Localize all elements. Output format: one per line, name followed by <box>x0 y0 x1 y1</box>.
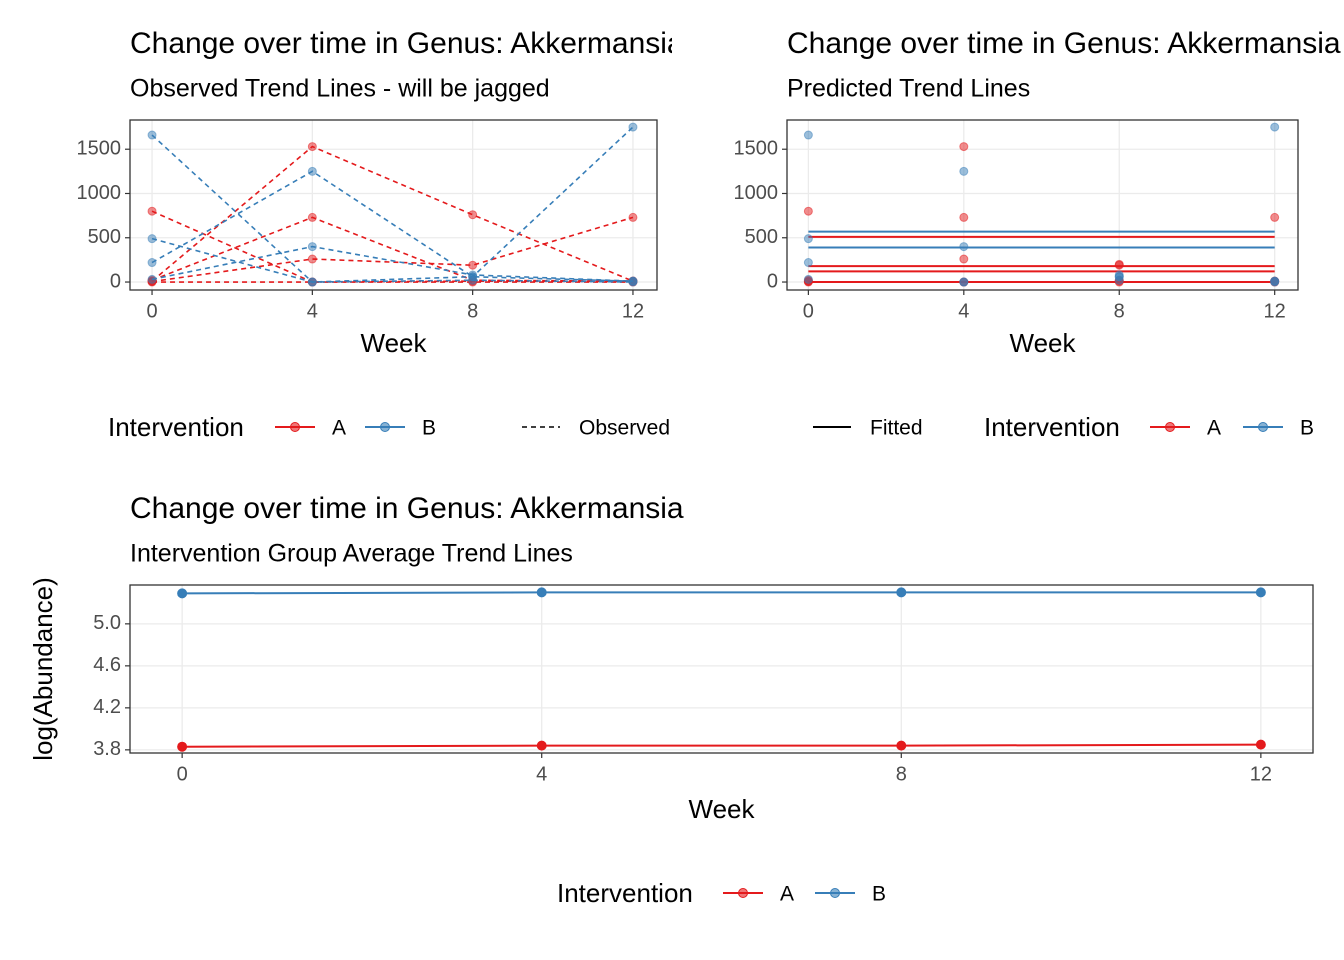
x-tick-label: 4 <box>307 300 318 322</box>
data-point <box>1270 212 1280 222</box>
trend-line <box>151 245 633 282</box>
panel: Change over time in Genus: Akkermansia Ob… <box>77 27 684 442</box>
data-point <box>1270 277 1280 287</box>
data-point <box>959 212 969 222</box>
legend-key <box>1165 422 1175 432</box>
legend-label: B <box>1300 417 1314 440</box>
y-tick-label: 3.8 <box>93 738 121 760</box>
data-point <box>803 274 813 284</box>
x-tick-label: 12 <box>1264 300 1286 322</box>
legend-key <box>290 422 300 432</box>
data-point <box>803 130 813 140</box>
chart-subtitle: Observed Trend Lines - will be jagged <box>130 75 550 103</box>
x-tick-label: 8 <box>896 763 907 785</box>
legend-title: Intervention <box>108 412 244 442</box>
trend-line <box>151 126 634 283</box>
chart-title: Change over time in Genus: Akkermansia <box>787 27 1341 60</box>
data-point <box>803 206 813 216</box>
x-tick-label: 4 <box>958 300 969 322</box>
chart-subtitle: Intervention Group Average Trend Lines <box>130 540 573 568</box>
legend-title: Intervention <box>557 878 693 908</box>
y-tick-label: 0 <box>110 270 121 292</box>
y-tick-label: 4.6 <box>93 654 121 676</box>
y-axis-title: log(Abundance) <box>28 577 58 761</box>
trend-line <box>151 170 633 282</box>
y-tick-label: 0 <box>767 270 778 292</box>
legend-label: A <box>1207 417 1221 440</box>
chart-title: Change over time in Genus: Akkermansia <box>130 27 684 60</box>
y-tick-label: 5.0 <box>93 612 121 634</box>
legend-title: Intervention <box>984 412 1120 442</box>
legend-label: A <box>780 883 794 906</box>
legend-label: B <box>422 417 436 440</box>
data-point <box>959 254 969 264</box>
legend-key <box>1258 422 1268 432</box>
data-point <box>959 166 969 176</box>
data-point <box>896 587 907 598</box>
y-tick-label: 1500 <box>77 138 122 160</box>
chart-title: Change over time in Genus: Akkermansia <box>130 492 684 525</box>
data-point <box>1114 275 1124 285</box>
legend-key <box>830 888 840 898</box>
trend-line <box>151 216 634 283</box>
chart-subtitle: Predicted Trend Lines <box>787 75 1030 103</box>
trend-line <box>182 743 1261 748</box>
x-tick-label: 0 <box>146 300 157 322</box>
data-point <box>803 234 813 244</box>
panel: Change over time in Genus: Akkermansia In… <box>28 492 1314 908</box>
legend-label: B <box>872 883 886 906</box>
y-tick-label: 500 <box>745 226 778 248</box>
x-axis-title: Week <box>361 328 428 358</box>
legend-label: Fitted <box>870 417 923 440</box>
trend-line <box>151 134 633 283</box>
y-tick-label: 1500 <box>734 138 779 160</box>
y-tick-label: 1000 <box>77 182 122 204</box>
data-point <box>959 277 969 287</box>
plot-background <box>130 120 657 290</box>
x-axis-title: Week <box>1010 328 1077 358</box>
trend-line <box>151 216 633 282</box>
data-point <box>177 741 188 752</box>
data-point <box>959 142 969 152</box>
plot-frame <box>786 119 1299 291</box>
data-point <box>896 740 907 751</box>
data-point <box>536 587 547 598</box>
x-tick-label: 0 <box>803 300 814 322</box>
x-tick-label: 12 <box>1250 763 1272 785</box>
legend-key <box>738 888 748 898</box>
x-tick-label: 8 <box>1114 300 1125 322</box>
y-tick-label: 4.2 <box>93 696 121 718</box>
x-tick-label: 0 <box>177 763 188 785</box>
data-point <box>468 210 478 220</box>
y-tick-label: 500 <box>88 226 121 248</box>
data-point <box>536 740 547 751</box>
legend-label: Observed <box>579 417 670 440</box>
x-axis-title: Week <box>689 794 756 824</box>
x-tick-label: 12 <box>622 300 644 322</box>
legend-key <box>380 422 390 432</box>
plot-background <box>130 585 1313 753</box>
data-point <box>1255 739 1266 750</box>
x-tick-label: 4 <box>536 763 547 785</box>
plot-frame <box>129 584 1314 754</box>
data-point <box>803 258 813 268</box>
panel: Change over time in Genus: Akkermansia Pr… <box>734 27 1341 442</box>
y-tick-label: 1000 <box>734 182 779 204</box>
trend-line <box>151 145 634 282</box>
trend-line <box>182 591 1261 595</box>
plot-frame <box>129 119 658 291</box>
legend-label: A <box>332 417 346 440</box>
data-point <box>1255 587 1266 598</box>
x-tick-label: 8 <box>467 300 478 322</box>
data-point <box>1270 122 1280 132</box>
plot-background <box>787 120 1298 290</box>
data-point <box>177 588 188 599</box>
